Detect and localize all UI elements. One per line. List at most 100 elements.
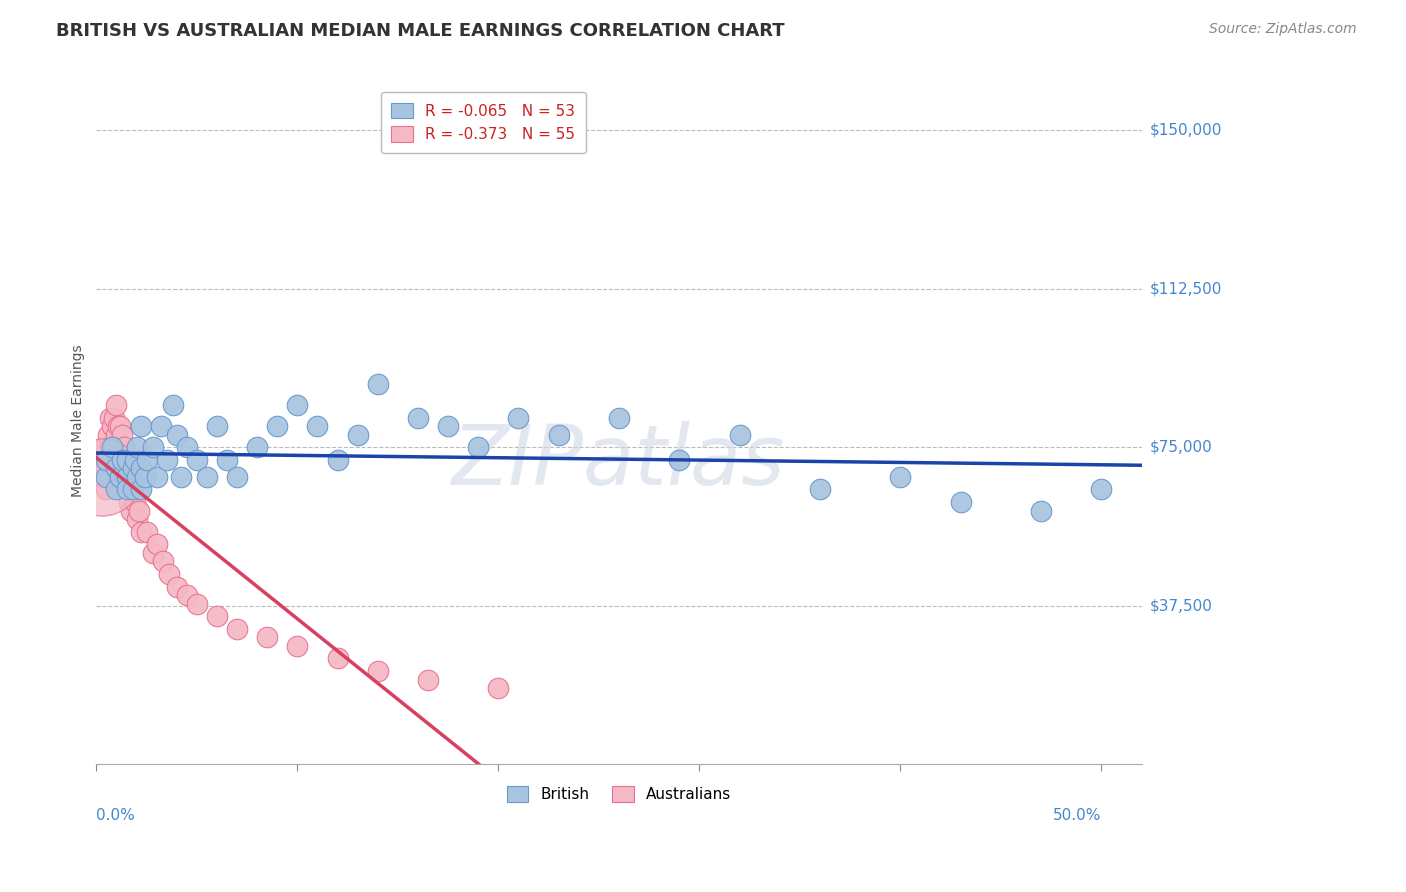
Point <box>346 427 368 442</box>
Point <box>97 469 120 483</box>
Point <box>129 524 152 539</box>
Text: ZIPatlas: ZIPatlas <box>453 421 786 502</box>
Point <box>114 469 136 483</box>
Point <box>170 469 193 483</box>
Point <box>326 453 349 467</box>
Point <box>1090 483 1112 497</box>
Point <box>120 469 142 483</box>
Point <box>111 453 134 467</box>
Point <box>266 419 288 434</box>
Point <box>437 419 460 434</box>
Point <box>728 427 751 442</box>
Point <box>285 398 308 412</box>
Point <box>120 503 142 517</box>
Point <box>1029 503 1052 517</box>
Point <box>486 681 509 695</box>
Point <box>110 469 132 483</box>
Point <box>145 537 167 551</box>
Point <box>949 495 972 509</box>
Point <box>166 427 188 442</box>
Text: $150,000: $150,000 <box>1150 123 1222 137</box>
Point <box>129 419 152 434</box>
Point <box>121 461 143 475</box>
Point <box>110 469 132 483</box>
Point <box>607 410 630 425</box>
Point <box>107 419 129 434</box>
Point <box>97 427 120 442</box>
Point <box>416 673 439 687</box>
Point <box>157 566 180 581</box>
Text: Source: ZipAtlas.com: Source: ZipAtlas.com <box>1209 22 1357 37</box>
Point <box>107 440 129 454</box>
Point <box>205 609 228 624</box>
Point <box>110 453 132 467</box>
Point <box>101 419 124 434</box>
Point <box>105 398 128 412</box>
Point <box>96 453 118 467</box>
Point <box>96 469 118 483</box>
Point <box>91 469 114 483</box>
Point <box>115 453 138 467</box>
Point <box>226 622 249 636</box>
Point <box>111 453 134 467</box>
Point <box>226 469 249 483</box>
Point <box>103 410 125 425</box>
Point <box>115 483 138 497</box>
Point <box>195 469 218 483</box>
Point <box>115 453 138 467</box>
Point <box>124 453 146 467</box>
Point <box>101 453 124 467</box>
Text: $112,500: $112,500 <box>1150 281 1222 296</box>
Point <box>508 410 530 425</box>
Point <box>162 398 184 412</box>
Text: 50.0%: 50.0% <box>1053 808 1101 823</box>
Point <box>96 453 118 467</box>
Point <box>166 580 188 594</box>
Legend: British, Australians: British, Australians <box>501 780 737 808</box>
Point <box>142 440 165 454</box>
Point <box>142 546 165 560</box>
Point <box>134 469 156 483</box>
Point <box>121 483 143 497</box>
Point <box>186 453 208 467</box>
Point <box>97 453 120 467</box>
Point <box>124 495 146 509</box>
Point <box>91 469 114 483</box>
Point <box>100 410 122 425</box>
Point <box>101 440 124 454</box>
Point <box>808 483 831 497</box>
Point <box>125 469 148 483</box>
Point <box>115 469 138 483</box>
Point <box>111 427 134 442</box>
Y-axis label: Median Male Earnings: Median Male Earnings <box>72 344 86 497</box>
Point <box>114 440 136 454</box>
Point <box>176 588 198 602</box>
Point <box>256 630 278 644</box>
Point <box>152 554 174 568</box>
Point <box>125 512 148 526</box>
Point <box>117 461 139 475</box>
Point <box>326 651 349 665</box>
Point <box>105 483 128 497</box>
Point <box>367 376 389 391</box>
Point <box>105 453 128 467</box>
Text: $75,000: $75,000 <box>1150 440 1212 455</box>
Point <box>547 427 569 442</box>
Point <box>115 483 138 497</box>
Point <box>285 639 308 653</box>
Point <box>367 664 389 678</box>
Point <box>668 453 690 467</box>
Point <box>105 461 128 475</box>
Point <box>103 440 125 454</box>
Point <box>467 440 489 454</box>
Point <box>135 453 157 467</box>
Point <box>121 483 143 497</box>
Point <box>129 483 152 497</box>
Point <box>149 419 172 434</box>
Point <box>406 410 429 425</box>
Point <box>125 440 148 454</box>
Point <box>105 427 128 442</box>
Point <box>176 440 198 454</box>
Point <box>246 440 269 454</box>
Text: $37,500: $37,500 <box>1150 599 1212 613</box>
